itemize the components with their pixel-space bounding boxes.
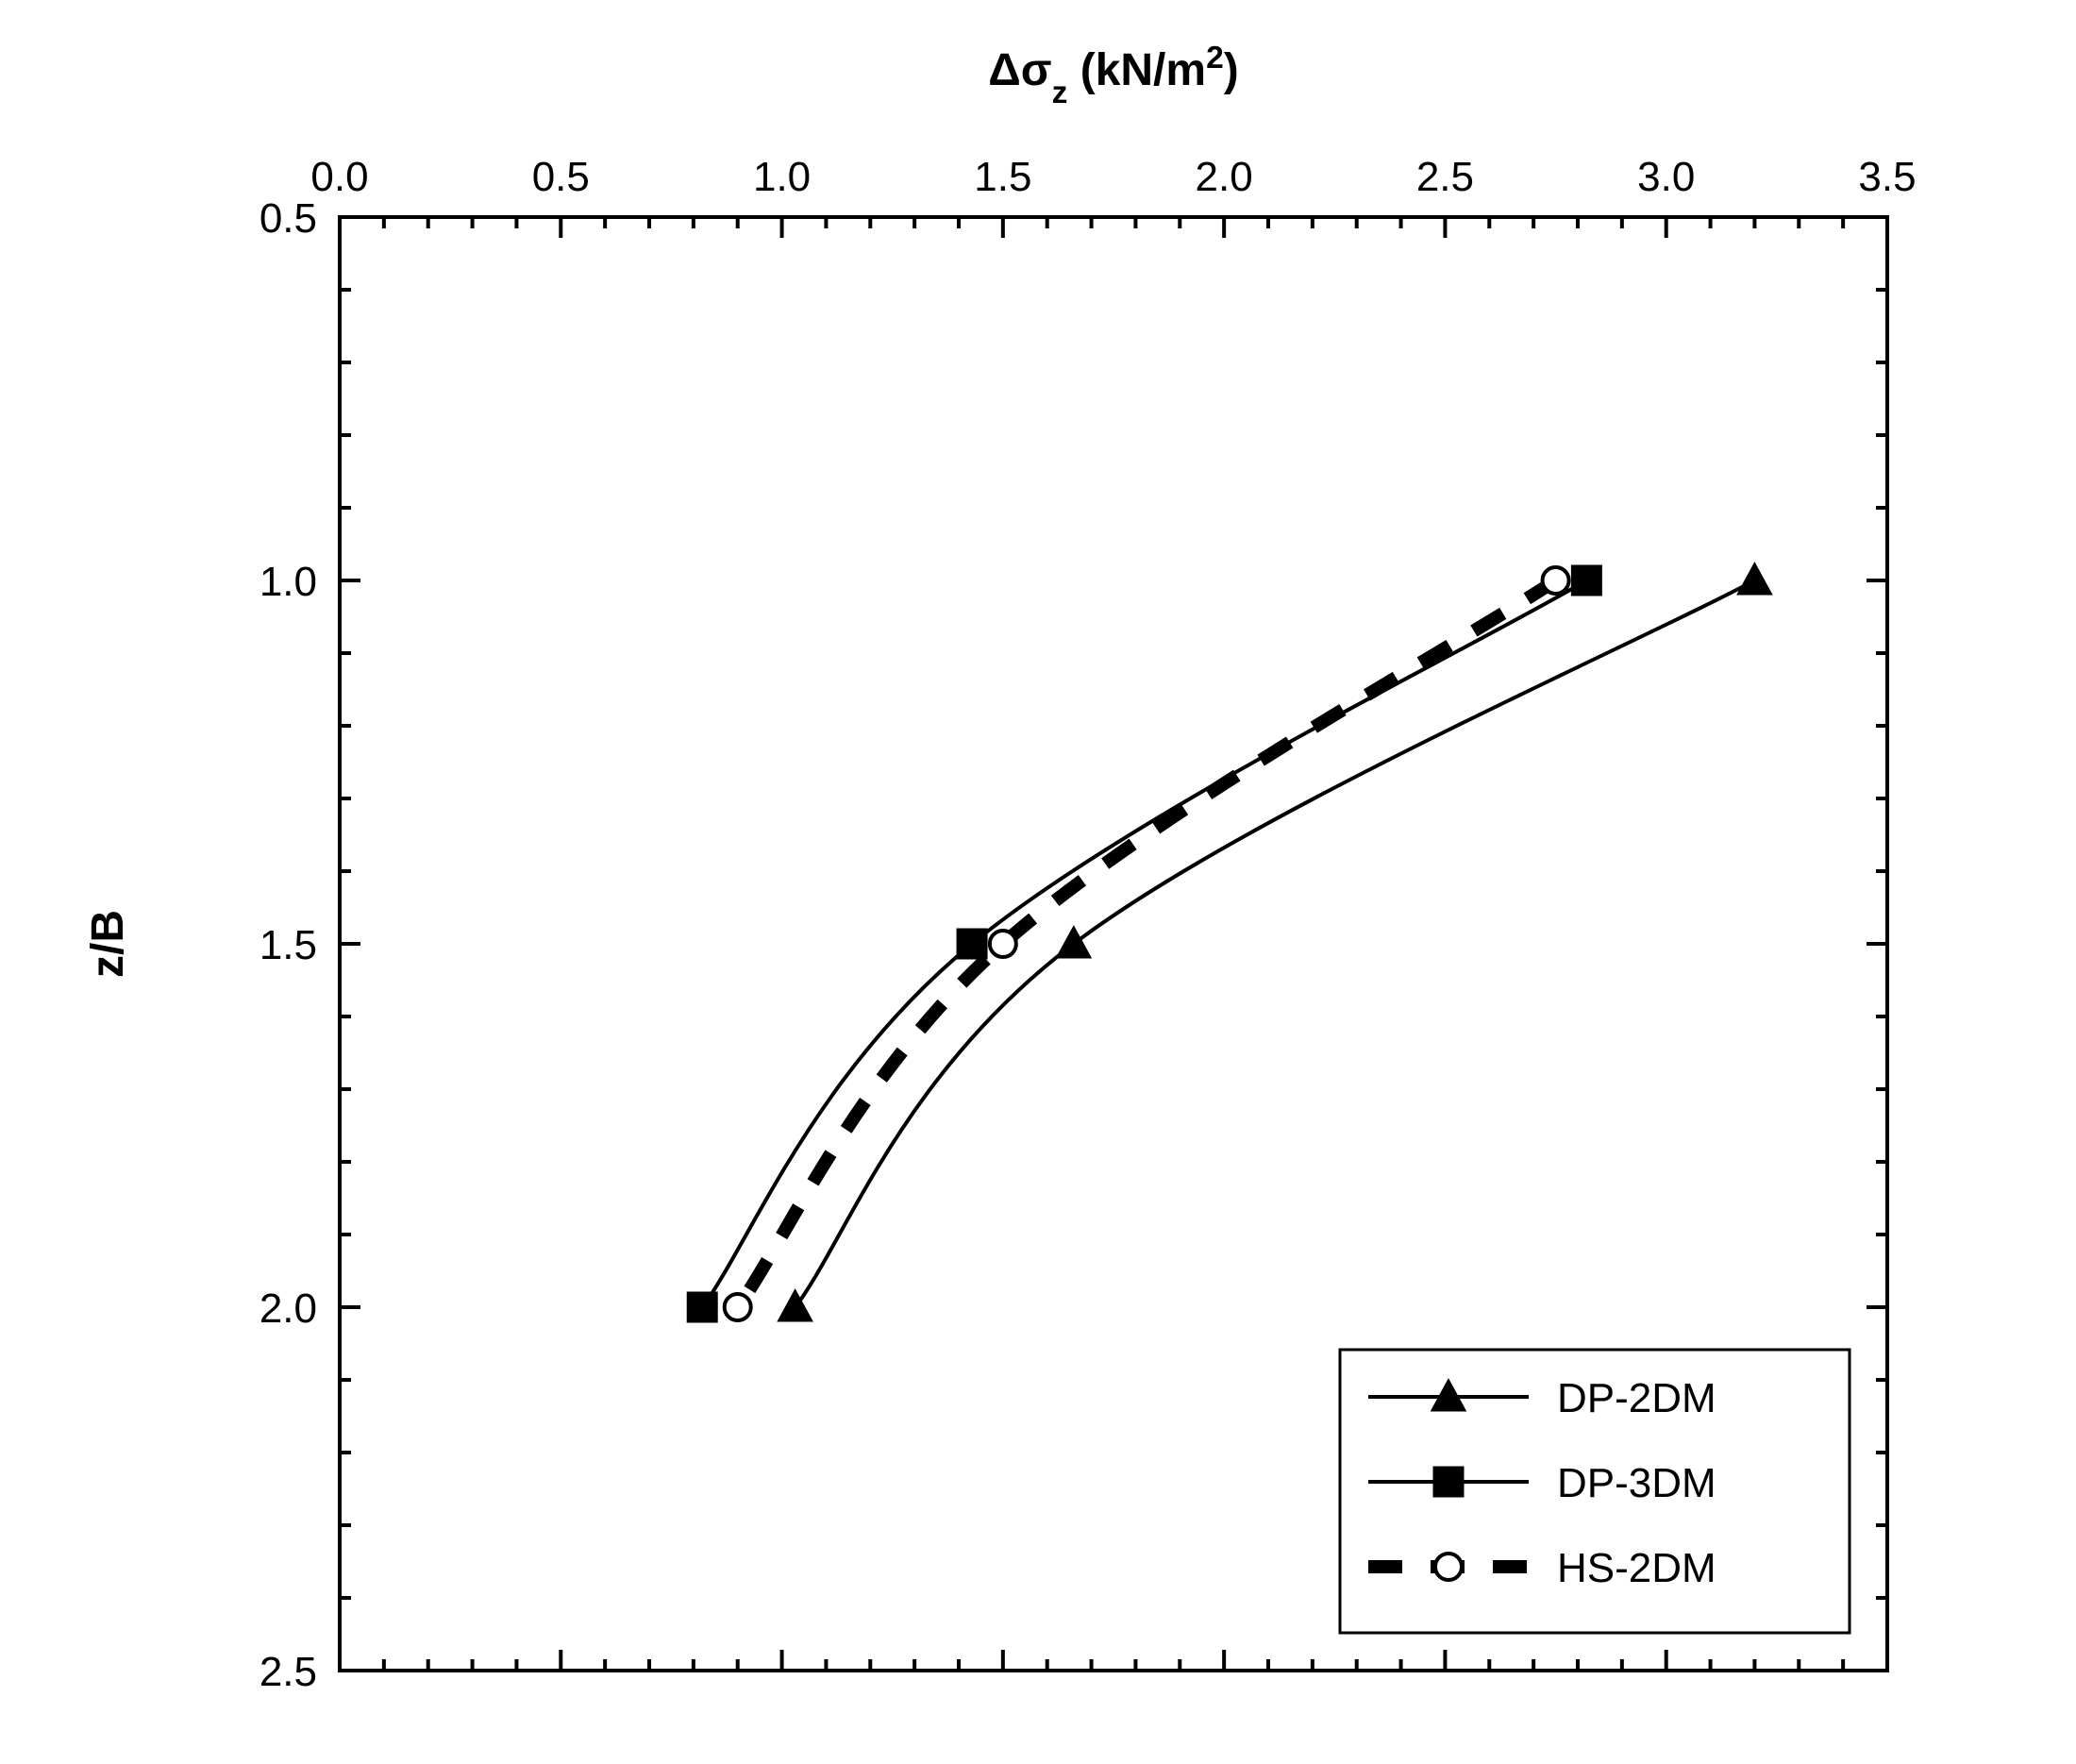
- chart-container: 0.00.51.01.52.02.53.03.50.51.01.52.02.5Δ…: [0, 0, 2076, 1764]
- x-tick-label: 2.0: [1196, 154, 1253, 200]
- y-tick-label: 0.5: [260, 195, 317, 242]
- x-tick-label: 0.0: [310, 154, 368, 200]
- legend-label: DP-2DM: [1557, 1375, 1716, 1421]
- x-tick-label: 2.5: [1416, 154, 1474, 200]
- y-tick-label: 1.5: [260, 922, 317, 968]
- x-tick-label: 1.5: [974, 154, 1031, 200]
- y-tick-label: 1.0: [260, 559, 317, 605]
- x-tick-label: 3.0: [1637, 154, 1695, 200]
- chart-svg: 0.00.51.01.52.02.53.03.50.51.01.52.02.5Δ…: [0, 0, 2076, 1764]
- legend-label: DP-3DM: [1557, 1460, 1716, 1506]
- x-tick-label: 0.5: [532, 154, 590, 200]
- y-tick-label: 2.5: [260, 1649, 317, 1695]
- x-tick-label: 1.0: [753, 154, 811, 200]
- y-axis-title: z/B: [83, 910, 133, 978]
- x-axis-title: Δσz (kN/m2): [988, 41, 1239, 110]
- y-tick-label: 2.0: [260, 1285, 317, 1332]
- x-tick-label: 3.5: [1858, 154, 1916, 200]
- legend-label: HS-2DM: [1557, 1545, 1716, 1591]
